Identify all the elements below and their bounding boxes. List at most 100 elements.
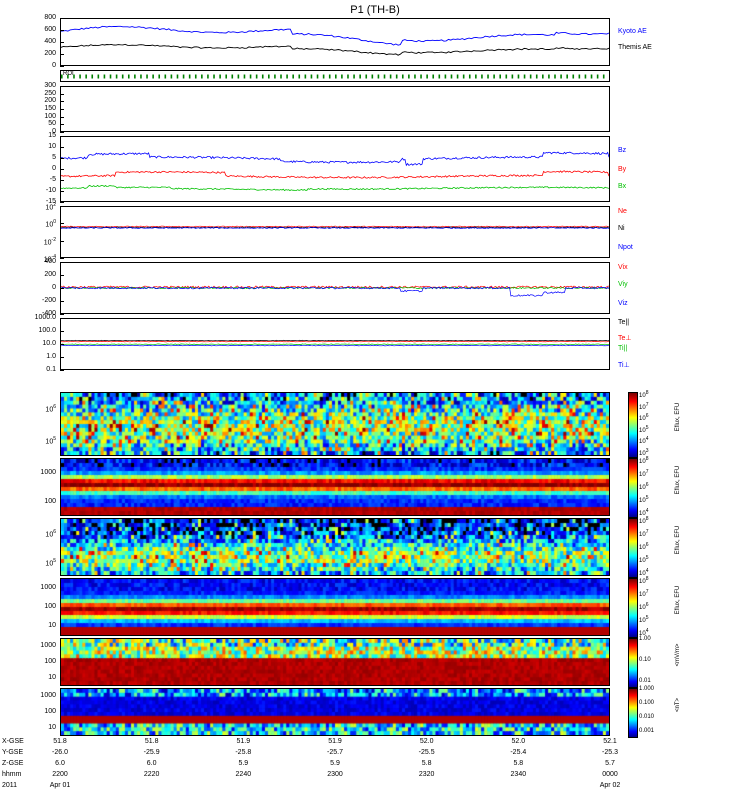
x-tick-label: Apr 01 — [49, 782, 71, 789]
panel-sst-ion — [60, 392, 610, 456]
x-tick-label: 51.9 — [328, 738, 342, 745]
y-tick-mark — [60, 357, 64, 358]
colorbar-tick-label: 106 — [639, 542, 649, 551]
colorbar-tick-label: 0.01 — [639, 678, 651, 684]
colorbar-tick-label: 0.10 — [639, 657, 651, 663]
x-axis-row-label: Y-GSE — [2, 749, 24, 756]
x-tick-label: 2340 — [510, 771, 527, 778]
y-tick-mark — [60, 18, 64, 19]
spectrogram-image — [61, 393, 609, 455]
panel-esa-electron — [60, 578, 610, 636]
y-tick-mark — [60, 223, 64, 225]
y-tick-mark — [60, 331, 64, 332]
y-tick-label: 10 — [48, 724, 56, 731]
x-axis-row-label: X-GSE — [2, 738, 24, 745]
colorbar-tick-label: 108 — [639, 516, 649, 525]
y-tick-label: 10-4 — [43, 254, 56, 264]
y-tick-label: 800 — [44, 14, 56, 21]
panel-fbk-e — [60, 638, 610, 686]
colorbar-title: Eflux, EFU — [675, 525, 681, 555]
x-tick-label: 2240 — [235, 771, 252, 778]
colorbar-title: <nT> — [675, 698, 681, 713]
y-tick-label: 100 — [44, 112, 56, 120]
y-tick-mark — [60, 318, 64, 319]
colorbar-tick-label: 104 — [639, 568, 649, 577]
colorbar-tick-label: 108 — [639, 390, 649, 399]
spectrogram-image — [61, 519, 609, 575]
x-tick-label: 52.0 — [419, 738, 434, 745]
colorbar — [628, 392, 638, 458]
panel-density — [60, 206, 610, 258]
y-tick-mark — [60, 54, 64, 55]
y-tick-label: 50 — [48, 120, 56, 128]
y-tick-label: 200 — [44, 50, 56, 57]
colorbar-tick-label: 105 — [639, 424, 649, 434]
y-tick-mark — [60, 191, 64, 192]
legend-label-ThemisAE: Themis AE — [618, 43, 652, 51]
y-tick-label: 10.0 — [42, 340, 56, 347]
y-tick-label: 1.0 — [46, 353, 56, 360]
x-tick-label: Apr 02 — [599, 782, 621, 789]
y-tick-mark — [60, 86, 64, 87]
y-tick-label: -400 — [41, 310, 56, 317]
colorbar-title: Eflux, EFU — [675, 465, 681, 495]
roi-label: ROI — [63, 71, 74, 77]
y-tick-mark — [60, 42, 64, 43]
panel-roi-bar — [60, 70, 610, 82]
x-tick-label: -25.7 — [327, 749, 343, 756]
legend-label-Ti: Ti⊥ — [618, 361, 630, 369]
y-tick-mark — [60, 132, 64, 133]
colorbar-tick-label: 104 — [639, 436, 649, 446]
y-tick-mark — [60, 240, 64, 242]
colorbar-tick-label: 0.010 — [639, 714, 655, 720]
x-tick-label: 2220 — [143, 771, 160, 778]
x-tick-label: 2320 — [418, 771, 435, 778]
y-tick-mark — [60, 288, 64, 289]
page-title: P1 (TH-B) — [350, 4, 400, 16]
colorbar-tick-label: 0.100 — [639, 700, 655, 706]
y-tick-label: 100 — [44, 708, 56, 715]
y-tick-label: 200 — [44, 271, 56, 278]
x-tick-label: 5.9 — [238, 760, 249, 767]
y-tick-mark — [60, 124, 64, 126]
y-tick-label: 150 — [44, 105, 56, 112]
colorbar-tick-label: 107 — [639, 469, 649, 478]
spectrogram-image — [61, 579, 609, 635]
x-tick-label: 0000 — [602, 771, 618, 778]
legend-label-Npot: Npot — [618, 243, 633, 251]
y-tick-label: 300 — [44, 82, 56, 89]
colorbar-tick-label: 104 — [639, 508, 649, 517]
colorbar-title: <mV/m> — [675, 643, 681, 667]
y-tick-mark — [60, 370, 64, 371]
x-tick-label: 5.9 — [330, 760, 340, 767]
legend-label-Te: Te⊥ — [618, 334, 632, 342]
panel-fbk-b — [60, 688, 610, 736]
y-tick-mark — [60, 147, 64, 148]
legend-label-Viz: Viz — [618, 299, 628, 307]
y-tick-label: 400 — [44, 258, 56, 265]
legend-label-By: By — [618, 166, 627, 174]
x-tick-label: 6.0 — [55, 760, 65, 767]
colorbar-tick-label: 106 — [639, 413, 649, 423]
legend-label-Viy: Viy — [618, 281, 628, 289]
x-tick-label: 6.0 — [146, 760, 157, 767]
x-tick-label: -25.8 — [235, 749, 252, 756]
colorbar-tick-label: 107 — [639, 589, 649, 598]
colorbar — [628, 458, 638, 518]
y-tick-label: 1000 — [40, 642, 56, 649]
y-tick-label: 0 — [52, 62, 56, 69]
y-tick-mark — [60, 169, 64, 170]
y-tick-label: 1000 — [40, 692, 56, 699]
x-tick-label: -26.0 — [52, 749, 68, 756]
colorbar — [628, 518, 638, 578]
x-tick-label: -25.4 — [510, 749, 527, 756]
y-tick-label: 250 — [44, 89, 56, 97]
y-tick-label: 0.1 — [46, 366, 56, 373]
x-tick-label: 5.8 — [513, 760, 524, 767]
y-tick-label: 0 — [52, 284, 56, 291]
x-tick-label: 2300 — [327, 771, 343, 778]
y-tick-label: 100 — [45, 219, 56, 229]
y-tick-mark — [60, 30, 64, 31]
y-tick-label: 5 — [52, 154, 56, 161]
y-tick-mark — [60, 314, 64, 315]
